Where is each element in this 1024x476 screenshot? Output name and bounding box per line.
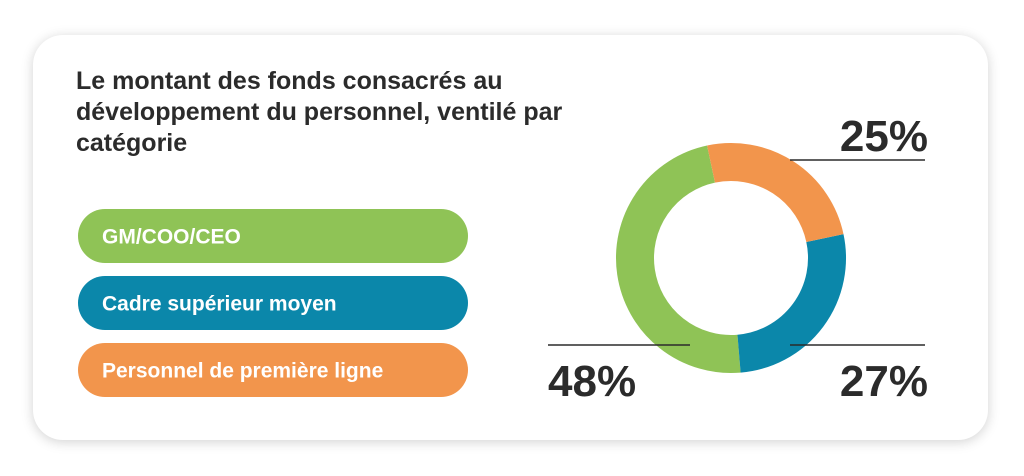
legend-pill [78, 209, 468, 263]
donut-segment [707, 143, 844, 243]
legend-label: GM/COO/CEO [102, 226, 241, 249]
value-label: 25% [840, 112, 928, 161]
legend-label: Cadre supérieur moyen [102, 293, 337, 316]
donut-segment [736, 234, 846, 373]
value-label: 48% [548, 357, 636, 406]
legend-pill [78, 343, 468, 397]
legend-pill [78, 276, 468, 330]
legend-label: Personnel de première ligne [102, 360, 383, 383]
donut-segment [616, 145, 741, 373]
value-label: 27% [840, 357, 928, 406]
chart-title: Le montant des fonds consacrés au dévelo… [76, 67, 563, 157]
